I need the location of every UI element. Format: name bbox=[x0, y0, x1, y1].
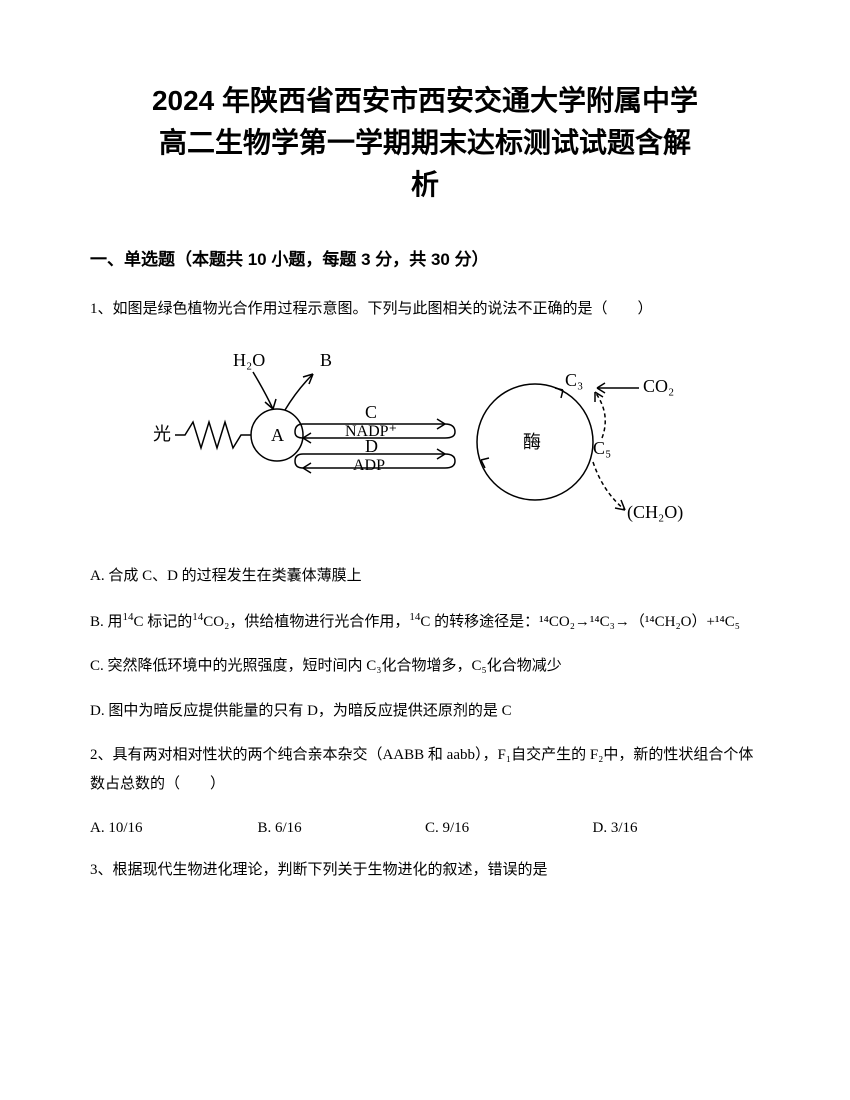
exam-title: 2024 年陕西省西安市西安交通大学附属中学 高二生物学第一学期期末达标测试试题… bbox=[90, 80, 760, 206]
photosynthesis-diagram: 光 A H₂O B bbox=[90, 342, 760, 541]
question-2-stem: 2、具有两对相对性状的两个纯合亲本杂交（AABB 和 aabb），F₁自交产生的… bbox=[90, 741, 760, 798]
q2-option-D: D. 3/16 bbox=[593, 816, 761, 840]
q1-option-A: A. 合成 C、D 的过程发生在类囊体薄膜上 bbox=[90, 562, 760, 591]
q1-option-B: B. 用14C 标记的14CO₂，供给植物进行光合作用，14C 的转移途径是：¹… bbox=[90, 607, 760, 637]
label-C: C bbox=[365, 402, 377, 422]
label-CH2O: (CH₂O) bbox=[627, 502, 683, 523]
diagram-svg: 光 A H₂O B bbox=[145, 342, 705, 532]
label-CO2: CO₂ bbox=[643, 376, 674, 396]
label-enzyme: 酶 bbox=[523, 432, 541, 452]
label-light: 光 bbox=[153, 424, 171, 444]
label-B: B bbox=[320, 350, 332, 370]
q2-options: A. 10/16 B. 6/16 C. 9/16 D. 3/16 bbox=[90, 816, 760, 840]
q1-option-C: C. 突然降低环境中的光照强度，短时间内 C₃化合物增多，C₅化合物减少 bbox=[90, 652, 760, 681]
question-3-stem: 3、根据现代生物进化理论，判断下列关于生物进化的叙述，错误的是 bbox=[90, 856, 760, 885]
q1-option-D: D. 图中为暗反应提供能量的只有 D，为暗反应提供还原剂的是 C bbox=[90, 697, 760, 726]
q2-option-A: A. 10/16 bbox=[90, 816, 258, 840]
title-line-1: 2024 年陕西省西安市西安交通大学附属中学 bbox=[152, 85, 698, 116]
label-C5: C₅ bbox=[593, 438, 611, 458]
section-1-header: 一、单选题（本题共 10 小题，每题 3 分，共 30 分） bbox=[90, 246, 760, 273]
label-A: A bbox=[271, 425, 284, 445]
q2-option-C: C. 9/16 bbox=[425, 816, 593, 840]
label-ADP: ADP bbox=[353, 457, 385, 474]
title-line-2: 高二生物学第一学期期末达标测试试题含解 bbox=[159, 127, 691, 158]
label-C3: C₃ bbox=[565, 370, 583, 390]
label-H2O: H₂O bbox=[233, 350, 265, 370]
q2-option-B: B. 6/16 bbox=[258, 816, 426, 840]
label-D: D bbox=[365, 436, 378, 456]
question-1-stem: 1、如图是绿色植物光合作用过程示意图。下列与此图相关的说法不正确的是（ ） bbox=[90, 295, 760, 324]
title-line-3: 析 bbox=[411, 169, 439, 200]
